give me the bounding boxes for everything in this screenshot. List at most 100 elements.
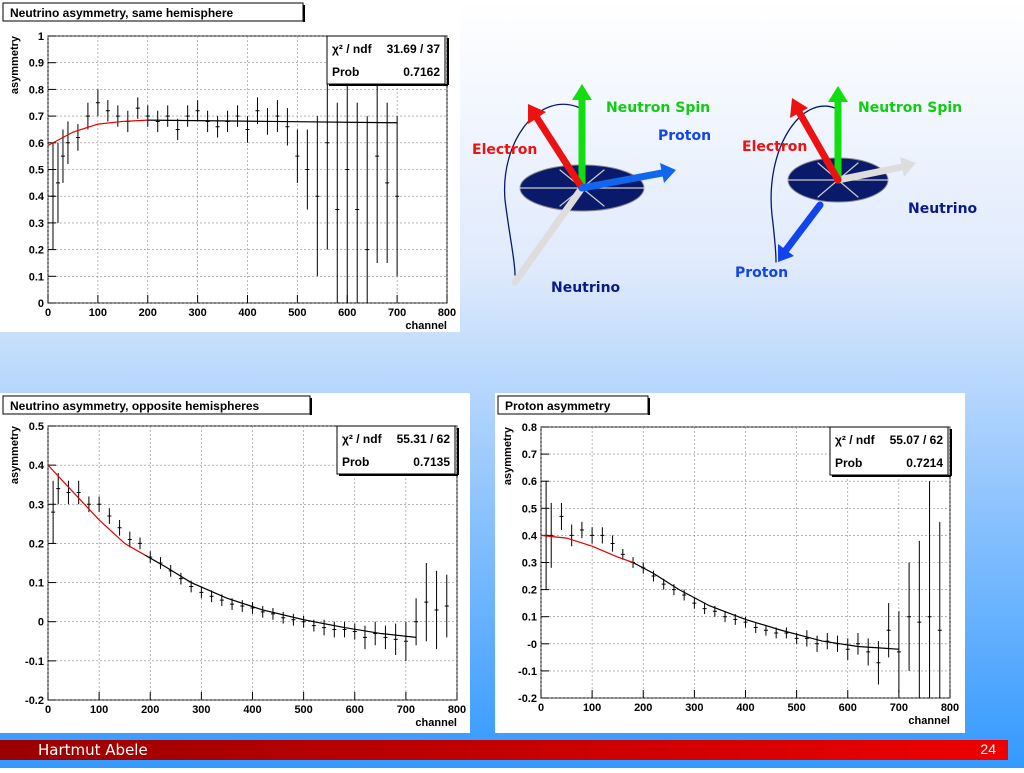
y-tick-label: 0.7 bbox=[29, 111, 44, 123]
y-tick-label: 0.9 bbox=[29, 58, 44, 70]
y-tick-label: -0.1 bbox=[518, 666, 537, 678]
x-tick-label: 100 bbox=[583, 702, 601, 714]
error-bar-point bbox=[866, 638, 871, 666]
y-tick-label: 0.4 bbox=[29, 460, 45, 472]
chart-title: Neutrino asymmetry, opposite hemispheres bbox=[10, 399, 260, 413]
y-tick-label: 0.4 bbox=[29, 191, 45, 203]
y-tick-label: 0.6 bbox=[29, 138, 44, 150]
y-tick-label: 0.2 bbox=[29, 245, 44, 257]
error-bar-point bbox=[579, 521, 584, 539]
label: Neutron Spin bbox=[606, 100, 710, 116]
stats-value: 0.7135 bbox=[413, 455, 450, 469]
fit-line bbox=[144, 554, 417, 638]
x-tick-label: 0 bbox=[45, 704, 51, 716]
error-bar-point bbox=[315, 116, 320, 277]
charts: 0 100 200 300 400 500 600 700 80000.10.20.30.40.… bbox=[2, 2, 960, 729]
x-tick-label: 700 bbox=[890, 702, 908, 714]
label: Neutrino bbox=[908, 201, 978, 217]
error-bar-point bbox=[155, 110, 160, 133]
error-bar-point bbox=[661, 578, 666, 590]
error-bar-point bbox=[763, 624, 768, 636]
error-bar-point bbox=[240, 600, 245, 612]
x-tick-label: 700 bbox=[388, 307, 406, 319]
y-tick-label: 0.2 bbox=[29, 538, 44, 550]
error-bar-point bbox=[352, 623, 357, 640]
error-bar-point bbox=[60, 129, 65, 183]
error-bar-point bbox=[362, 625, 367, 650]
x-tick-label: 300 bbox=[188, 307, 206, 319]
y-tick-label: -0 bbox=[527, 639, 537, 651]
error-bar-point bbox=[199, 586, 204, 599]
error-bar-point bbox=[385, 102, 390, 263]
error-bar-point bbox=[393, 623, 398, 655]
error-bar-point bbox=[702, 603, 707, 614]
error-bar-point bbox=[383, 625, 388, 650]
y-tick-label: 0.5 bbox=[29, 165, 44, 177]
error-bar-point bbox=[917, 540, 922, 698]
error-bar-point bbox=[95, 89, 100, 117]
error-bar-point bbox=[927, 481, 932, 698]
y-tick-label: 0.1 bbox=[29, 578, 44, 590]
error-bar-point bbox=[255, 97, 260, 125]
error-bar-point bbox=[692, 597, 697, 609]
error-bar-point bbox=[342, 621, 347, 638]
error-bar-point bbox=[55, 142, 60, 223]
error-bar-point bbox=[855, 632, 860, 655]
label: Proton bbox=[658, 128, 711, 144]
y-axis-label: asymmetry bbox=[502, 426, 514, 485]
error-bar-point bbox=[365, 116, 370, 303]
error-bar-point bbox=[569, 524, 574, 547]
error-bar-point bbox=[281, 611, 286, 624]
fit-line bbox=[540, 534, 634, 564]
x-tick-label: 800 bbox=[438, 307, 456, 319]
x-tick-label: 200 bbox=[141, 704, 159, 716]
x-tick-label: 200 bbox=[139, 307, 157, 319]
error-bar-point bbox=[195, 100, 200, 122]
error-bar-point bbox=[590, 527, 595, 544]
error-bar-point bbox=[753, 622, 758, 633]
x-tick-label: 800 bbox=[941, 702, 959, 714]
fit-line bbox=[632, 561, 899, 650]
error-bar-point bbox=[373, 621, 378, 646]
error-bar-point bbox=[185, 105, 190, 127]
error-bar-point bbox=[322, 619, 327, 636]
stats-value: 55.07 / 62 bbox=[890, 433, 944, 447]
error-bar-point bbox=[295, 129, 300, 183]
error-bar-point bbox=[651, 570, 656, 582]
error-bar-point bbox=[335, 102, 340, 303]
error-bar-point bbox=[245, 116, 250, 143]
y-tick-label: 0.2 bbox=[522, 585, 537, 597]
error-bar-point bbox=[135, 97, 140, 119]
x-tick-label: 600 bbox=[346, 704, 364, 716]
error-bar-point bbox=[305, 129, 310, 210]
error-bar-point bbox=[804, 630, 809, 647]
x-axis-label: channel bbox=[405, 320, 447, 332]
stats-value: 31.69 / 37 bbox=[387, 42, 441, 56]
error-bar-point bbox=[138, 537, 143, 550]
chart-title: Neutrino asymmetry, same hemisphere bbox=[10, 6, 234, 20]
x-tick-label: 500 bbox=[288, 307, 306, 319]
error-bar-point bbox=[260, 606, 265, 618]
fit-line bbox=[47, 119, 148, 146]
x-tick-label: 800 bbox=[448, 704, 466, 716]
error-bar-point bbox=[250, 602, 255, 614]
error-bar-point bbox=[682, 589, 687, 601]
x-tick-label: 100 bbox=[90, 704, 108, 716]
x-tick-label: 600 bbox=[338, 307, 356, 319]
error-bar-point bbox=[205, 110, 210, 133]
x-tick-label: 500 bbox=[294, 704, 312, 716]
y-tick-label: -0.2 bbox=[518, 693, 537, 705]
x-tick-label: 300 bbox=[192, 704, 210, 716]
error-bar-point bbox=[285, 108, 290, 146]
error-bar-point bbox=[774, 627, 779, 639]
stats-value: 0.7162 bbox=[403, 65, 440, 79]
error-bar-point bbox=[784, 627, 789, 639]
y-tick-label: -0.2 bbox=[25, 695, 44, 707]
stats-value: 55.31 / 62 bbox=[397, 432, 451, 446]
error-bar-point bbox=[549, 502, 554, 568]
x-tick-label: 700 bbox=[397, 704, 415, 716]
error-bar-point bbox=[66, 480, 71, 505]
y-tick-label: 0.4 bbox=[522, 530, 538, 542]
error-bar-point bbox=[175, 118, 180, 141]
